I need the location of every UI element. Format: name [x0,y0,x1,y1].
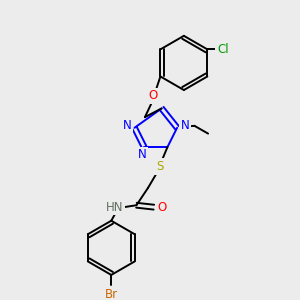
Text: O: O [157,201,166,214]
Text: O: O [148,89,157,102]
Text: N: N [138,148,147,161]
Text: N: N [181,119,189,132]
Text: Cl: Cl [217,43,229,56]
Text: Br: Br [105,288,118,300]
Text: HN: HN [105,201,123,214]
Text: S: S [156,160,164,173]
Text: N: N [122,119,131,132]
